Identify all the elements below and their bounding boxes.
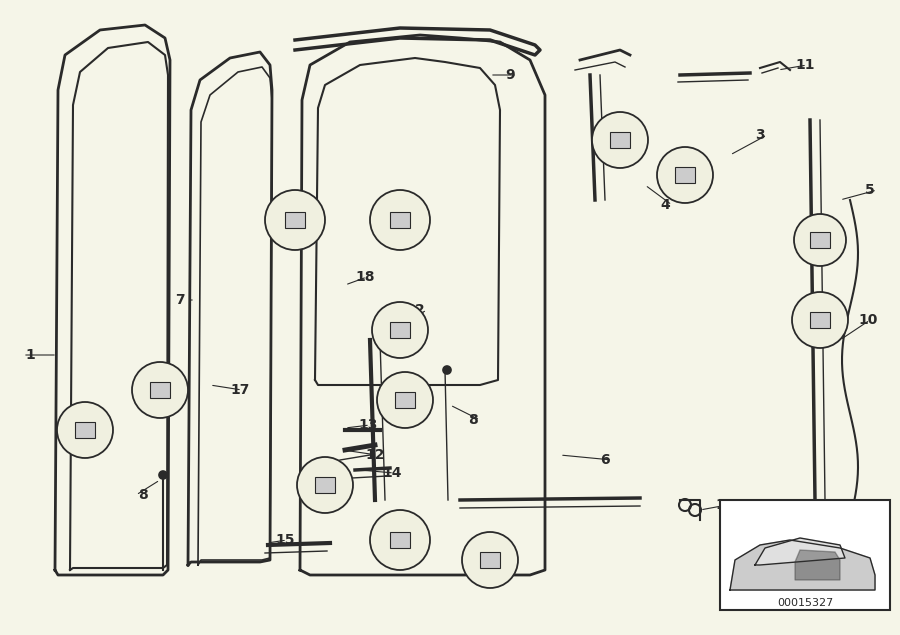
Circle shape	[749, 580, 757, 588]
Bar	[720, 500, 890, 610]
Text: 3: 3	[755, 128, 765, 142]
Bar	[390, 532, 410, 548]
Text: 13: 13	[358, 418, 377, 432]
Bar	[390, 322, 410, 338]
Bar	[150, 382, 170, 398]
Polygon shape	[795, 550, 840, 580]
Circle shape	[443, 366, 451, 374]
Text: 1: 1	[25, 348, 35, 362]
Text: 12: 12	[365, 448, 384, 462]
Bar	[810, 312, 830, 328]
Text: 16: 16	[715, 498, 734, 512]
Circle shape	[159, 471, 167, 479]
Text: 7: 7	[175, 293, 184, 307]
Text: 8: 8	[139, 488, 148, 502]
Bar	[610, 132, 630, 148]
Text: 15: 15	[275, 533, 294, 547]
Polygon shape	[755, 538, 845, 565]
Circle shape	[462, 532, 518, 588]
Text: 2: 2	[415, 303, 425, 317]
Circle shape	[372, 302, 428, 358]
Bar	[480, 552, 500, 568]
Text: 18: 18	[355, 270, 374, 284]
Text: 4: 4	[660, 198, 670, 212]
Bar	[315, 477, 335, 493]
Bar	[810, 232, 830, 248]
Text: 00015327: 00015327	[777, 598, 833, 608]
Text: 6: 6	[600, 453, 609, 467]
Text: 14: 14	[382, 466, 401, 480]
Circle shape	[297, 457, 353, 513]
Bar	[75, 422, 95, 438]
Circle shape	[132, 362, 188, 418]
Circle shape	[592, 112, 648, 168]
Text: 8: 8	[468, 413, 478, 427]
Circle shape	[657, 147, 713, 203]
Bar	[675, 167, 695, 183]
Circle shape	[57, 402, 113, 458]
Circle shape	[844, 580, 852, 588]
Text: 10: 10	[858, 313, 878, 327]
Circle shape	[839, 575, 857, 593]
Circle shape	[370, 190, 430, 250]
Circle shape	[794, 214, 846, 266]
Circle shape	[744, 575, 762, 593]
Circle shape	[792, 292, 848, 348]
Bar	[285, 212, 305, 228]
Text: 9: 9	[505, 68, 515, 82]
Circle shape	[265, 190, 325, 250]
Text: 5: 5	[865, 183, 875, 197]
Text: 11: 11	[795, 58, 815, 72]
Text: 17: 17	[230, 383, 249, 397]
Circle shape	[377, 372, 433, 428]
Polygon shape	[730, 540, 875, 590]
Bar	[395, 392, 415, 408]
Circle shape	[370, 510, 430, 570]
Bar	[390, 212, 410, 228]
